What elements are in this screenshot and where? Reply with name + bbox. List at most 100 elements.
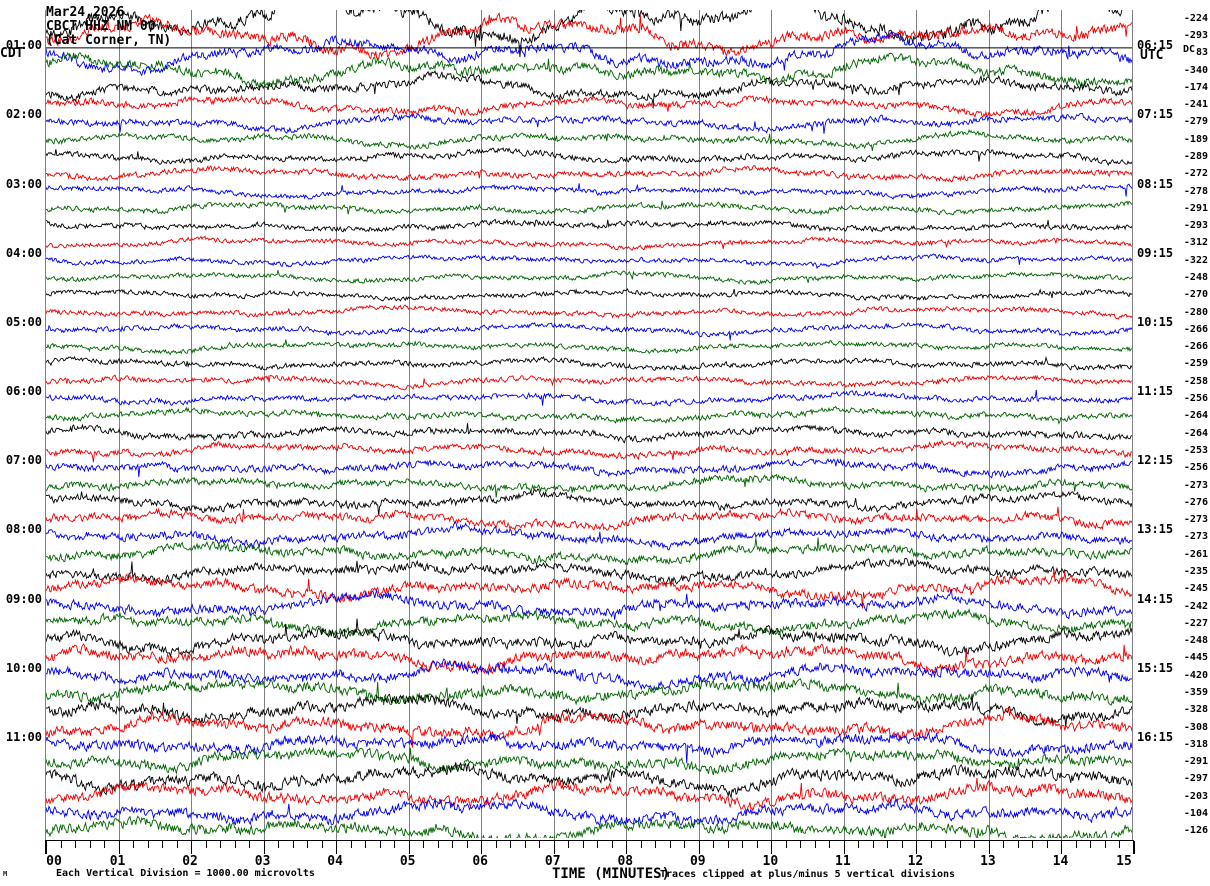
x-tick-label-00: 00 (46, 854, 62, 869)
dc-value-row-34: -245 (1183, 583, 1208, 595)
x-tick-minor (539, 841, 541, 848)
trace-row-42 (46, 707, 1132, 748)
gridline-minute-14 (1061, 10, 1063, 840)
trace-row-35 (46, 588, 1132, 620)
x-tick-minor (1017, 841, 1019, 848)
trace-row-26 (46, 439, 1132, 463)
trace-row-19 (46, 322, 1132, 341)
x-tick-minor (930, 841, 932, 848)
title-location: (Cat Corner, TN) (46, 33, 172, 48)
dc-value-row-12: -291 (1183, 202, 1208, 214)
trace-row-11 (46, 183, 1132, 200)
left-hour-label-0800: 08:00 (5, 522, 42, 537)
right-hour-label-0915: 09:15 (1137, 245, 1174, 260)
dc-value-row-16: -248 (1183, 272, 1208, 284)
trace-row-2 (46, 12, 1132, 61)
left-hour-label-0900: 09:00 (5, 591, 42, 606)
left-hour-label-0500: 05:00 (5, 314, 42, 329)
title-date: Mar24,2026 (46, 5, 125, 20)
x-tick-label-01: 01 (109, 854, 126, 869)
x-tick-minor (1104, 841, 1106, 848)
x-tick-minor (147, 841, 149, 848)
x-tick-minor (394, 841, 396, 848)
x-tick-minor (814, 841, 816, 848)
x-tick-minor (292, 841, 294, 848)
x-tick-minor (452, 841, 454, 848)
x-axis-title: TIME (MINUTES) (552, 866, 671, 882)
trace-row-36 (46, 607, 1132, 638)
x-tick-label-11: 11 (835, 854, 851, 869)
x-tick-minor (582, 841, 584, 848)
x-tick-minor (568, 841, 570, 848)
right-hour-label-1115: 11:15 (1137, 384, 1174, 399)
x-tick-label-09: 09 (689, 854, 706, 869)
dc-value-row-45: -297 (1183, 773, 1208, 785)
title-station: CBCT HHZ NM 00 (46, 19, 156, 34)
trace-row-29 (46, 488, 1132, 516)
trace-row-37 (46, 618, 1132, 659)
dc-value-row-31: -273 (1183, 531, 1208, 543)
x-tick-minor (278, 841, 280, 848)
x-tick-major-02 (191, 841, 193, 854)
trace-row-22 (46, 374, 1132, 391)
trace-row-41 (46, 693, 1132, 728)
x-tick-minor (524, 841, 526, 848)
x-tick-minor (974, 841, 976, 848)
right-hour-label-0815: 08:15 (1137, 176, 1174, 191)
trace-row-7 (46, 112, 1132, 134)
gridline-minute-01 (118, 10, 120, 840)
trace-row-27 (46, 458, 1132, 479)
footer-clip-note: Traces clipped at plus/minus 5 vertical … (660, 869, 956, 880)
left-timezone-label: CDT (0, 46, 24, 61)
x-tick-minor (785, 841, 787, 848)
x-tick-minor (176, 841, 178, 848)
x-tick-minor (1032, 841, 1034, 848)
helicorder-plot[interactable] (45, 10, 1133, 840)
dc-value-row-41: -328 (1183, 704, 1208, 716)
x-tick-minor (727, 841, 729, 848)
trace-row-5 (46, 69, 1132, 106)
x-tick-minor (684, 841, 686, 848)
left-hour-label-1000: 10:00 (5, 660, 42, 675)
dc-value-row-6: -241 (1183, 99, 1208, 111)
gridline-minute-08 (626, 10, 628, 840)
dc-value-row-36: -227 (1183, 617, 1208, 629)
dc-value-row-5: -174 (1183, 81, 1208, 93)
x-tick-minor (60, 841, 62, 848)
x-tick-minor (423, 841, 425, 848)
x-tick-major-09 (698, 841, 700, 854)
gridline-minute-11 (843, 10, 845, 840)
dc-value-row-22: -258 (1183, 375, 1208, 387)
x-tick-minor (640, 841, 642, 848)
right-hour-label-0615: 06:15 (1137, 38, 1174, 53)
x-tick-minor (1119, 841, 1121, 848)
x-tick-label-10: 10 (762, 854, 779, 869)
trace-row-23 (46, 389, 1132, 407)
x-tick-minor (800, 841, 802, 848)
x-tick-major-12 (916, 841, 918, 854)
gridline-minute-12 (916, 10, 918, 840)
x-tick-minor (466, 841, 468, 848)
x-tick-major-01 (118, 841, 120, 854)
gridline-minute-06 (481, 10, 483, 840)
right-timezone-label: UTC (1140, 48, 1164, 63)
x-tick-minor (597, 841, 599, 848)
x-tick-minor (611, 841, 613, 848)
right-hour-label-1515: 15:15 (1137, 660, 1174, 675)
trace-row-46 (46, 777, 1132, 813)
gridline-minute-13 (988, 10, 990, 840)
x-tick-major-08 (626, 841, 628, 854)
trace-row-25 (46, 423, 1132, 444)
trace-row-21 (46, 355, 1132, 371)
trace-row-8 (46, 129, 1132, 152)
x-tick-label-05: 05 (399, 854, 416, 869)
dc-value-row-9: -289 (1183, 150, 1208, 162)
x-tick-minor (379, 841, 381, 848)
x-tick-minor (669, 841, 671, 848)
chart-title-block: Mar24,2026 CBCT HHZ NM 00 (Cat Corner, T… (46, 6, 171, 48)
dc-value-row-39: -420 (1183, 669, 1208, 681)
right-hour-label-1215: 12:15 (1137, 453, 1174, 468)
dc-value-row-3: 83 (1195, 47, 1208, 59)
x-tick-minor (205, 841, 207, 848)
gridline-minute-10 (771, 10, 773, 840)
